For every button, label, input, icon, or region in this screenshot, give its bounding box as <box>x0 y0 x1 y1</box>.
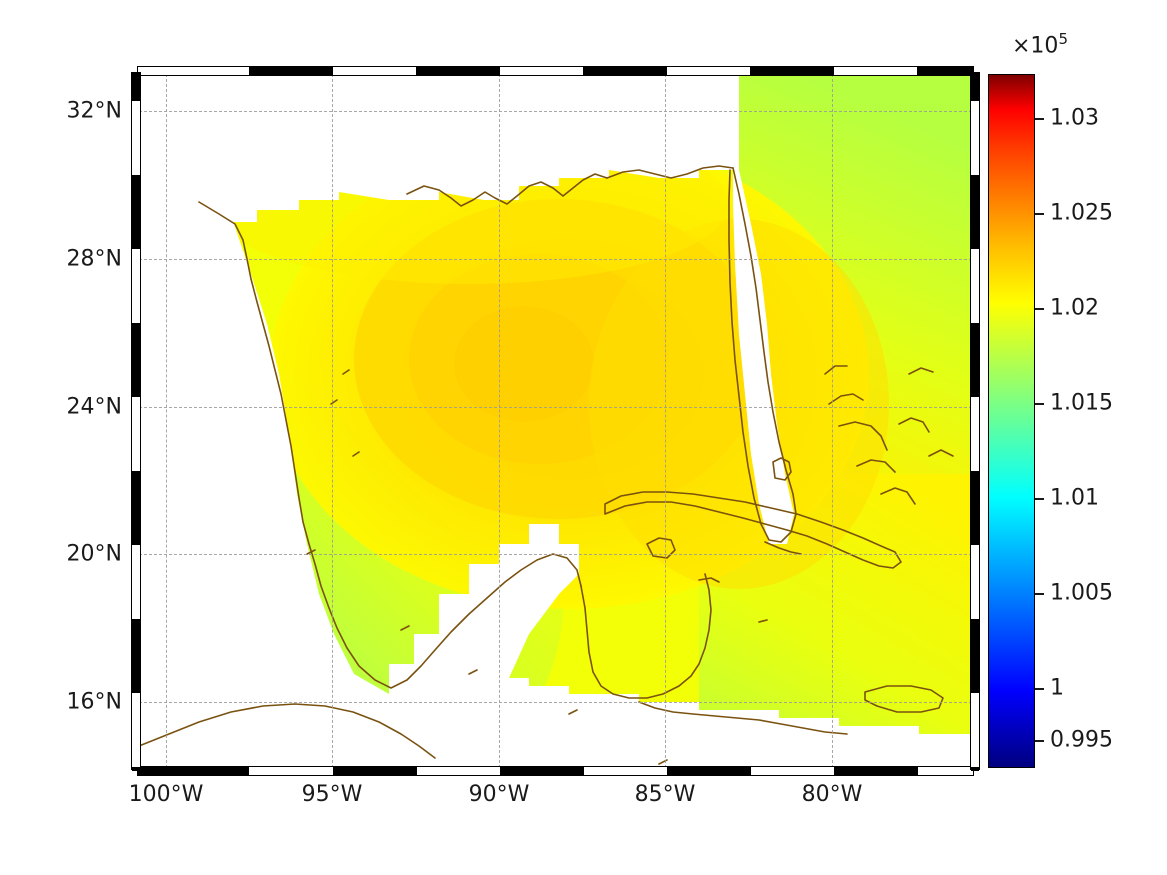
gridline-lat-32n <box>139 111 972 112</box>
colorbar-tick-1-01 <box>1035 498 1044 500</box>
colorbar-exponent-power: 5 <box>1058 30 1068 48</box>
lon-tick-label-95w: 95°W <box>301 782 363 807</box>
lon-tick-label-90w: 90°W <box>468 782 530 807</box>
lon-tick-label-85w: 85°W <box>634 782 696 807</box>
colorbar-tick-1-015 <box>1035 403 1044 405</box>
coastlines <box>139 165 954 765</box>
colorbar-tick-label-1: 1 <box>1050 675 1064 701</box>
colorbar-tick-1 <box>1035 688 1044 690</box>
gridline-lon-95w <box>332 74 333 768</box>
colorbar-tick-label-1-015: 1.015 <box>1050 390 1113 416</box>
lat-tick-label-24n: 24°N <box>66 394 122 420</box>
map-axes <box>139 74 972 768</box>
gridline-lat-20n <box>139 554 972 555</box>
map-plot-area <box>139 74 972 768</box>
lat-tick-label-28n: 28°N <box>66 246 122 272</box>
colorbar-tick-label-1-025: 1.025 <box>1050 200 1113 226</box>
colorbar-tick-1-02 <box>1035 308 1044 310</box>
map-frame-bottom <box>137 766 974 776</box>
lat-tick-label-32n: 32°N <box>66 98 122 124</box>
colorbar-exponent-base: ×10 <box>1012 33 1059 59</box>
colorbar-tick-1-03 <box>1035 118 1044 120</box>
colorbar-exponent-label: ×105 <box>1012 30 1068 58</box>
colorbar-tick-1-005 <box>1035 593 1044 595</box>
gridline-lon-80w <box>832 74 833 768</box>
lon-tick-label-80w: 80°W <box>801 782 863 807</box>
colorbar[interactable]: 1.03 1.025 1.02 1.015 1.01 1.005 1 0.995 <box>988 74 1113 768</box>
colorbar-tick-label-1-01: 1.01 <box>1050 485 1099 511</box>
map-frame-right <box>970 72 980 771</box>
pressure-field-heatmap <box>234 74 972 734</box>
colorbar-tick-1-025 <box>1035 213 1044 215</box>
gridline-lat-28n <box>139 259 972 260</box>
gridline-lat-16n <box>139 702 972 703</box>
gridline-lon-100w <box>166 74 167 768</box>
lon-tick-label-100w: 100°W <box>128 782 204 807</box>
gridline-lat-24n <box>139 407 972 408</box>
map-frame-top <box>137 66 974 76</box>
colorbar-tick-label-1-02: 1.02 <box>1050 295 1099 321</box>
colorbar-tick-label-1-03: 1.03 <box>1050 105 1099 131</box>
colorbar-tick-0-995 <box>1035 740 1044 742</box>
map-frame-left <box>131 72 141 771</box>
gridline-lon-90w <box>499 74 500 768</box>
colorbar-tick-label-0-995: 0.995 <box>1050 727 1113 753</box>
lat-tick-label-20n: 20°N <box>66 541 122 567</box>
gridline-lon-85w <box>665 74 666 768</box>
colorbar-gradient <box>988 74 1035 768</box>
colorbar-tick-label-1-005: 1.005 <box>1050 580 1113 606</box>
lat-tick-label-16n: 16°N <box>66 689 122 715</box>
